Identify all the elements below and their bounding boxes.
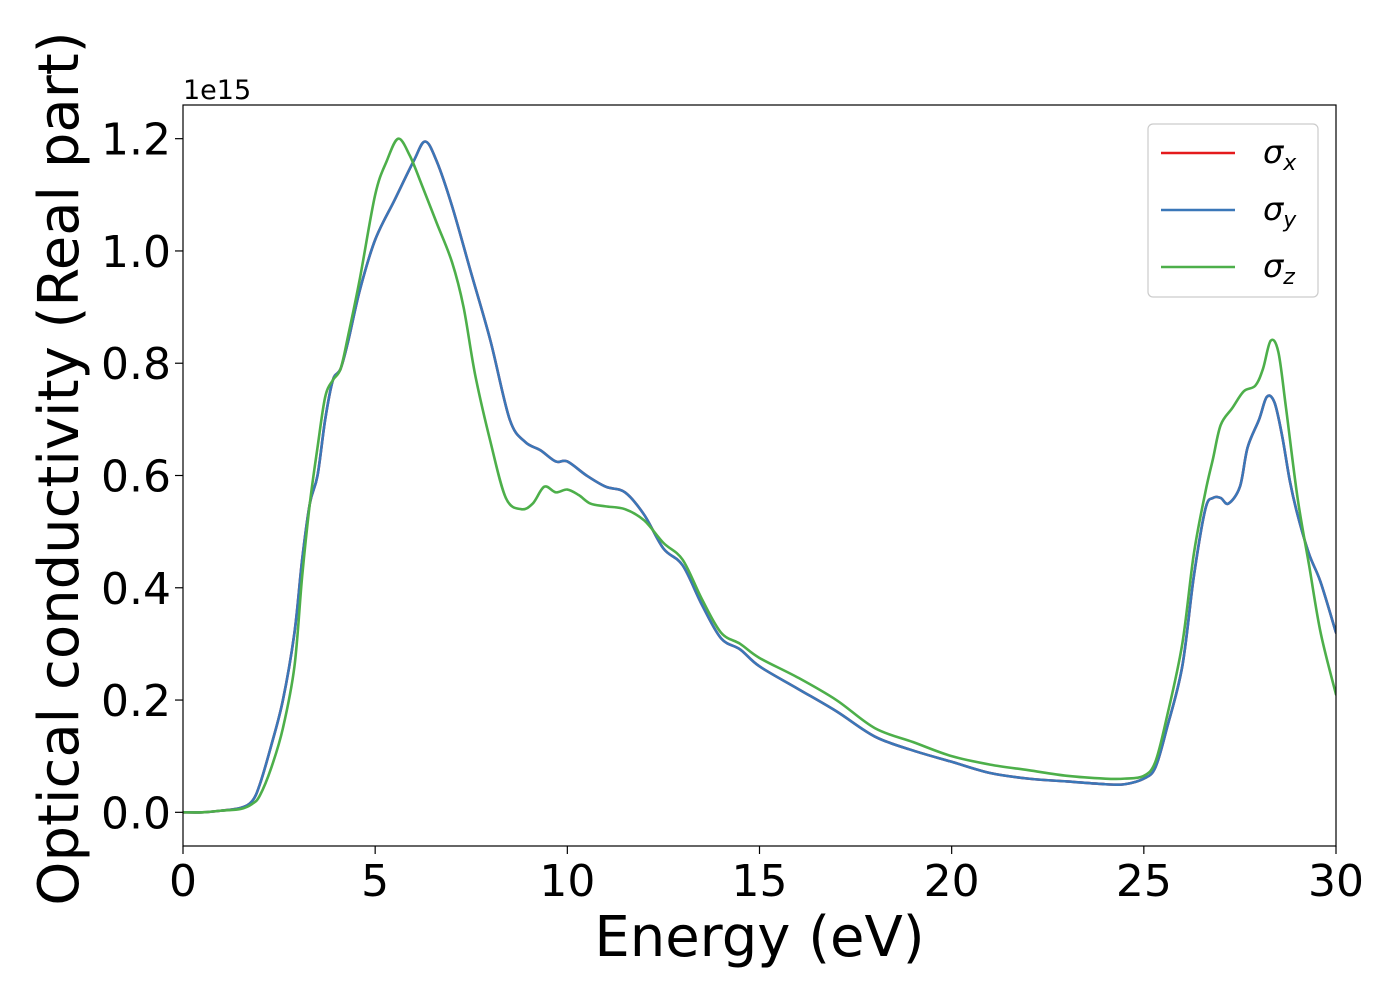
legend-label-z: σz bbox=[1263, 247, 1295, 290]
x-tick-label: 10 bbox=[539, 856, 595, 907]
x-tick-label: 0 bbox=[169, 856, 197, 907]
legend-label-x: σx bbox=[1263, 133, 1297, 176]
y-tick-label: 0.8 bbox=[101, 339, 171, 390]
x-tick-label: 25 bbox=[1116, 856, 1172, 907]
x-axis: 0 5 10 15 20 25 30 bbox=[169, 846, 1364, 907]
series-layer bbox=[183, 137, 1336, 814]
y-tick-label: 1.0 bbox=[101, 227, 171, 278]
y-offset-label: 1e15 bbox=[183, 75, 251, 106]
y-tick-label: 0.4 bbox=[101, 564, 171, 615]
series-line-y bbox=[183, 140, 1336, 814]
y-tick-label: 1.2 bbox=[101, 115, 171, 166]
x-tick-label: 5 bbox=[361, 856, 389, 907]
x-axis-title: Energy (eV) bbox=[594, 905, 924, 970]
x-tick-label: 20 bbox=[924, 856, 980, 907]
x-tick-label: 15 bbox=[732, 856, 788, 907]
y-axis-title: Optical conductivity (Real part) bbox=[27, 31, 92, 905]
y-tick-label: 0.6 bbox=[101, 452, 171, 503]
y-axis: 0.0 0.2 0.4 0.6 0.8 1.0 1.2 bbox=[101, 115, 183, 839]
y-tick-label: 0.2 bbox=[101, 676, 171, 727]
y-tick-label: 0.0 bbox=[101, 788, 171, 839]
series-line-z bbox=[183, 137, 1336, 814]
legend: σx σy σz bbox=[1147, 123, 1319, 298]
legend-label-y: σy bbox=[1263, 190, 1297, 233]
x-tick-label: 30 bbox=[1308, 856, 1364, 907]
